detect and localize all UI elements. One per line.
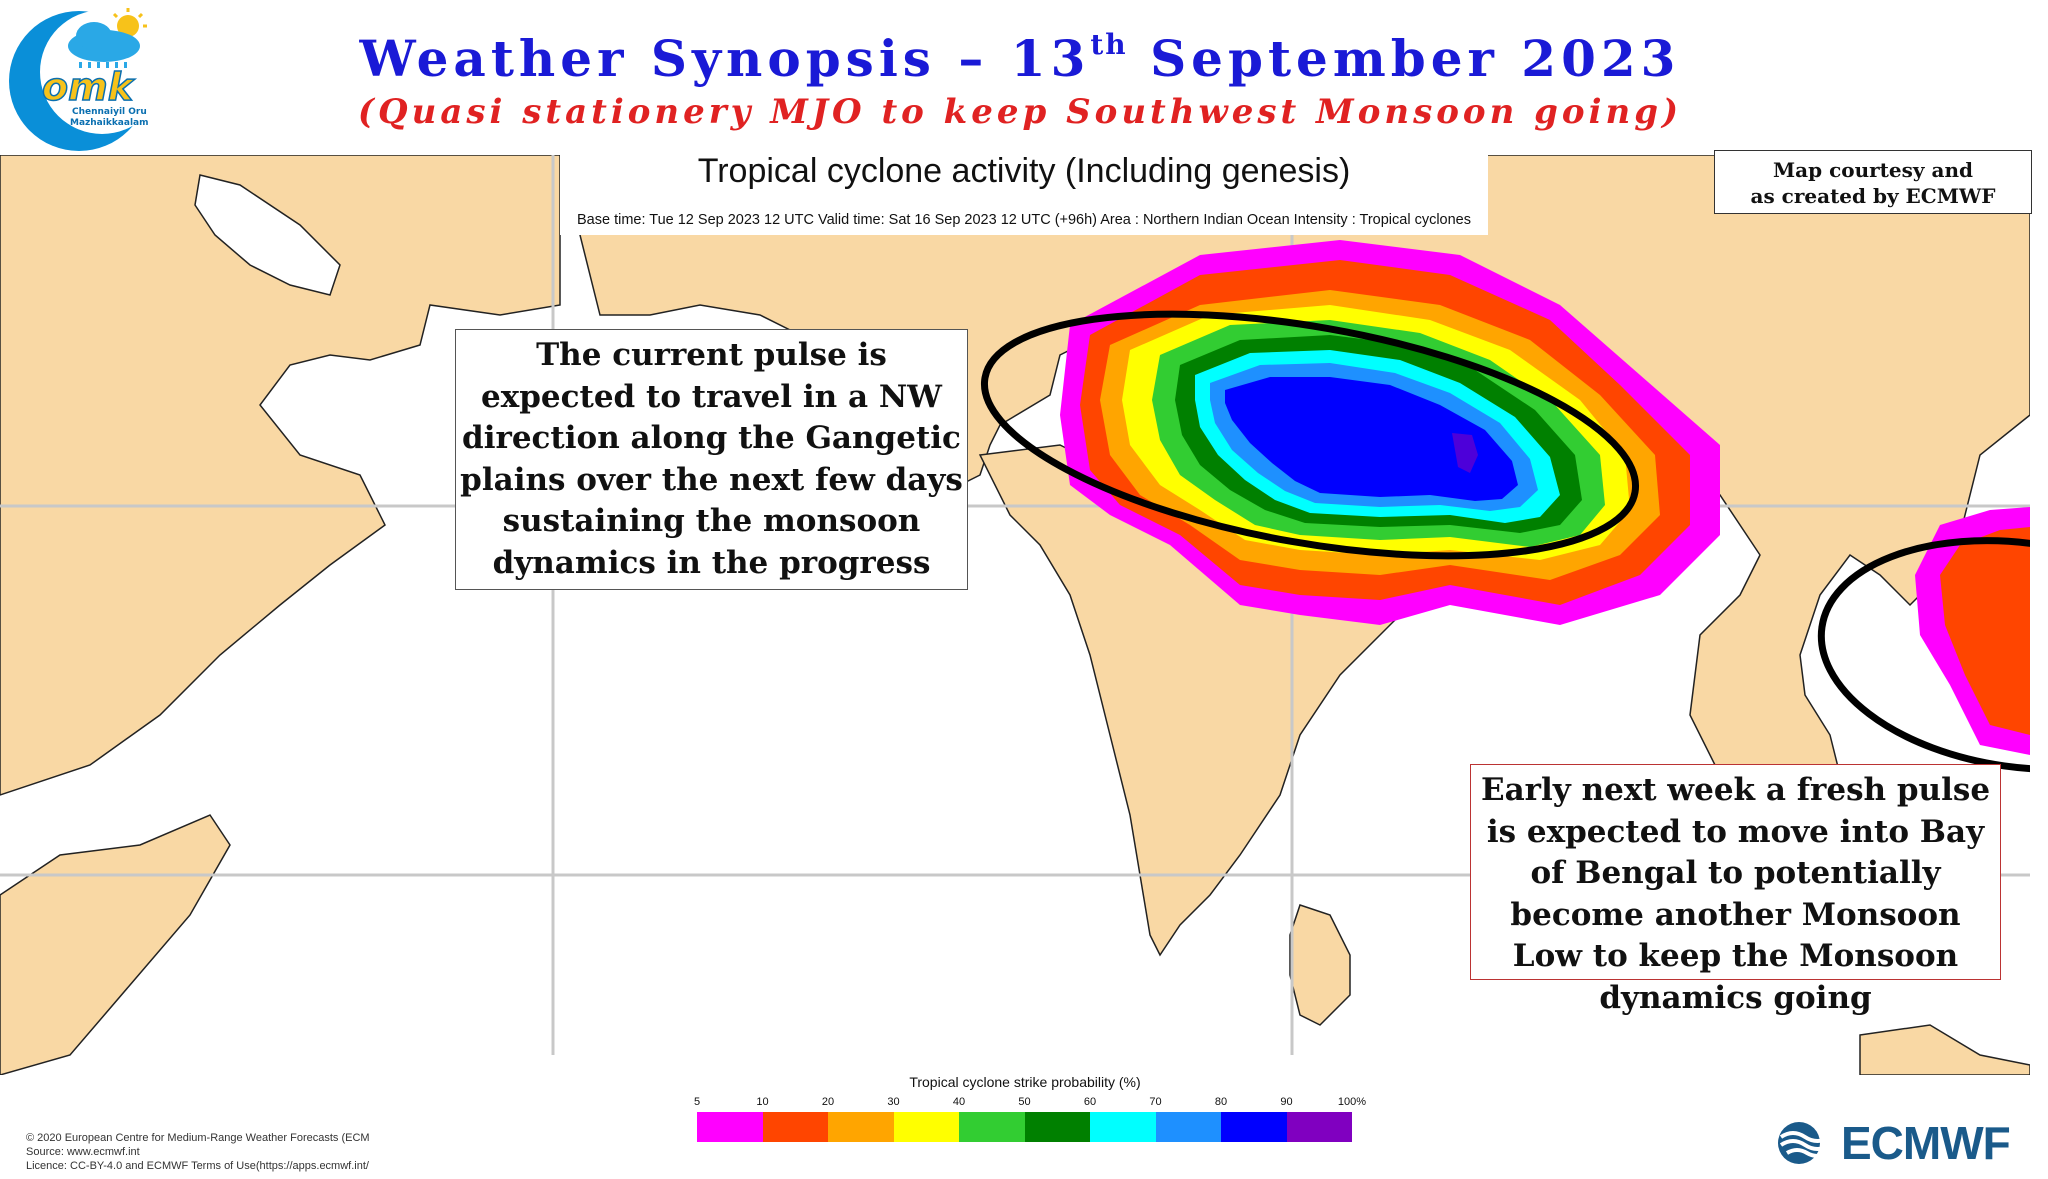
colorbar-tick-label: 40 [952,1096,966,1108]
colorbar-swatch [1090,1112,1156,1142]
fresh-pulse-ellipse [1817,537,2030,773]
colorbar-swatch [959,1112,1025,1142]
map-title: Tropical cyclone activity (Including gen… [697,152,1351,190]
colorbar-swatch [762,1112,828,1142]
omk-logo: omk Chennaiyil Oru Mazhaikkaalam [9,8,154,151]
colorbar-tick-label: 100% [1337,1096,1367,1108]
colorbar-tick-label: 10 [756,1096,769,1108]
logo-line2: Mazhaikkaalam [70,118,149,128]
map-courtesy-box: Map courtesy and as created by ECMWF [1714,150,2032,214]
ecmwf-logo: ECMWF [1777,1117,2011,1169]
current-pulse-ellipse [980,310,1640,560]
colorbar-swatch [697,1112,763,1142]
colorbar-swatch [893,1112,959,1142]
map-title-box [560,155,1488,235]
footer-line1: © 2020 European Centre for Medium-Range … [26,1132,370,1144]
colorbar-swatch [1024,1112,1090,1142]
probability-field-east [1915,507,2030,755]
colorbar-tick-label: 50 [1018,1096,1031,1108]
courtesy-line2: as created by ECMWF [1750,184,1996,208]
page-title: Weather Synopsis – 13th September 2023 [359,28,1681,88]
header [0,0,2048,155]
copyright-footer: © 2020 European Centre for Medium-Range … [26,1131,370,1173]
cloud-sun-rain-icon [68,8,147,68]
courtesy-line1: Map courtesy and [1773,158,1973,182]
map-meta: Base time: Tue 12 Sep 2023 12 UTC Valid … [577,212,1471,228]
colorbar-swatch [828,1112,894,1142]
ecmwf-brand-name: ECMWF [1841,1117,2011,1169]
colorbar-swatch [1221,1112,1287,1142]
colorbar [697,1112,1352,1142]
colorbar-swatch [1155,1112,1221,1142]
colorbar-swatch [1286,1112,1352,1142]
colorbar-tick-label: 60 [1083,1096,1097,1108]
page-subtitle: (Quasi stationery MJO to keep Southwest … [357,92,1683,132]
footer-line2: Source: www.ecmwf.int [26,1146,140,1158]
colorbar-tick-label: 30 [887,1096,900,1108]
colorbar-tick-label: 80 [1214,1096,1228,1108]
colorbar-tick-label: 20 [821,1096,835,1108]
ecmwf-wave-icon [1778,1122,1832,1164]
colorbar-tick-label: 90 [1280,1096,1293,1108]
colorbar-tick-label: 70 [1149,1096,1162,1108]
note-current-pulse: The current pulse is expected to travel … [455,329,968,590]
logo-text: omk [42,65,136,109]
note-fresh-pulse: Early next week a fresh pulse is expecte… [1470,764,2001,1016]
colorbar-tick-label: 5 [693,1096,701,1108]
footer-line3: Licence: CC-BY-4.0 and ECMWF Terms of Us… [26,1160,369,1172]
probability-field-north [1060,240,1720,625]
colorbar-title: Tropical cyclone strike probability (%) [909,1074,1141,1090]
logo-line1: Chennaiyil Oru [72,107,147,117]
